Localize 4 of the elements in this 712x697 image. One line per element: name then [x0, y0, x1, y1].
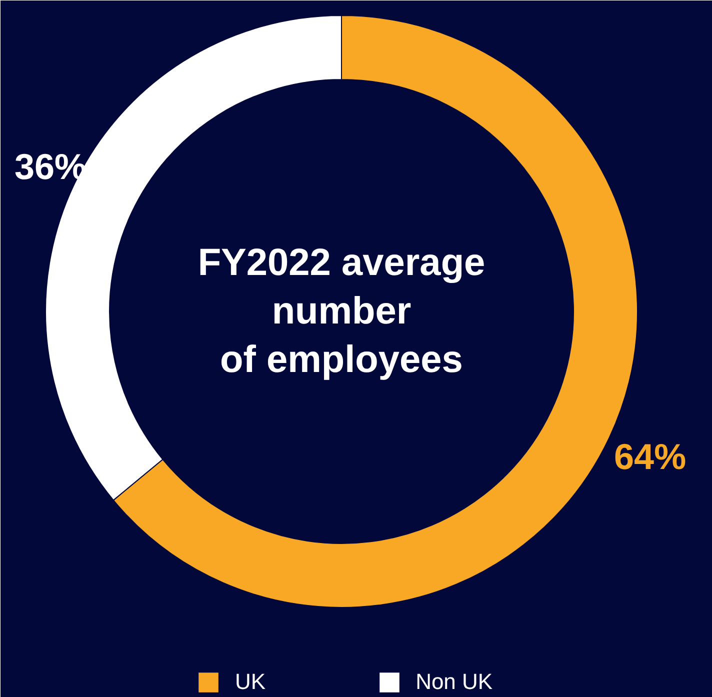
legend-label: UK — [235, 669, 266, 695]
text: FY2022 average number of employees — [198, 242, 486, 381]
data-label: 64% — [614, 436, 686, 478]
legend-label: Non UK — [416, 669, 493, 695]
